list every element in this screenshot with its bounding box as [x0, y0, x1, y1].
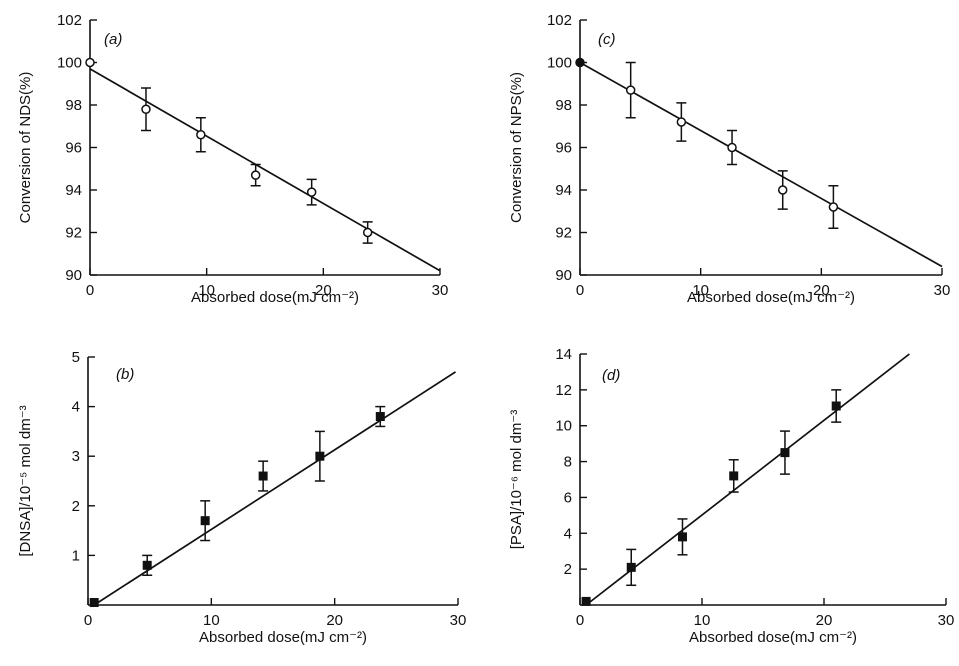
x-tick-label: 30: [432, 282, 449, 299]
data-point: [362, 227, 373, 238]
panel-a: 0 10 20 30 90 92 94 96 98 100 102 Absorbed dose(mJ …: [17, 12, 448, 306]
y-tick-label: 90: [555, 267, 572, 284]
x-tick-label: 20: [816, 612, 833, 629]
y-tick-label: 5: [72, 349, 80, 366]
x-tick-label: 10: [198, 282, 215, 299]
y-tick-label: 94: [65, 182, 82, 199]
x-tick-label: 10: [694, 612, 711, 629]
x-axis-title: Absorbed dose(mJ cm⁻²): [199, 629, 367, 646]
y-tick-label: 92: [555, 225, 572, 242]
fit-line: [585, 353, 910, 606]
fit-line: [579, 61, 943, 268]
data-point: [89, 598, 99, 608]
data-point: [676, 117, 687, 127]
y-tick-label: 3: [72, 448, 80, 465]
data-point: [196, 130, 206, 140]
data-point: [258, 471, 268, 481]
data-point: [306, 187, 317, 197]
data-point: [780, 448, 790, 458]
data-point: [141, 104, 151, 114]
y-tick-label: 2: [72, 498, 80, 515]
x-tick-label: 20: [813, 282, 830, 299]
x-tick-label: 30: [934, 282, 951, 299]
data-point: [625, 85, 636, 95]
data-point: [375, 412, 385, 422]
y-tick-label: 6: [564, 489, 572, 506]
panel-label: (b): [116, 366, 134, 383]
panel-label: (d): [602, 367, 620, 384]
x-tick-label: 10: [203, 612, 220, 629]
data-point: [315, 451, 325, 461]
y-tick-label: 98: [65, 97, 82, 114]
x-tick-label: 10: [692, 282, 709, 299]
y-tick-label: 100: [547, 55, 572, 72]
y-tick-label: 90: [65, 267, 82, 284]
x-tick-label: 0: [576, 282, 584, 299]
fit-line: [89, 68, 441, 272]
y-tick-label: 102: [547, 12, 572, 29]
data-point: [581, 596, 591, 606]
y-tick-label: 92: [65, 225, 82, 242]
y-tick-label: 2: [564, 561, 572, 578]
x-axis-title: Absorbed dose(mJ cm⁻²): [687, 289, 855, 306]
y-axis-title: [PSA]/10⁻⁶ mol dm⁻³: [508, 410, 525, 550]
x-tick-label: 0: [576, 612, 584, 629]
data-point: [729, 471, 739, 481]
data-point: [831, 401, 841, 411]
panel-c: 0 10 20 30 90 92 94 96 98 100 102 Absorbed dose(mJ …: [508, 12, 950, 306]
x-tick-label: 30: [450, 612, 467, 629]
data-point: [575, 57, 585, 68]
y-tick-label: 8: [564, 454, 572, 471]
data-point: [626, 562, 636, 572]
x-tick-label: 20: [326, 612, 343, 629]
data-point: [677, 532, 687, 542]
y-axis-title: Conversion of NDS(%): [17, 72, 34, 224]
data-point: [727, 142, 737, 153]
y-tick-label: 100: [57, 55, 82, 72]
data-point: [142, 560, 152, 570]
y-tick-label: 10: [555, 418, 572, 435]
x-tick-label: 0: [86, 282, 94, 299]
y-tick-label: 96: [555, 140, 572, 157]
panel-label: (c): [598, 31, 616, 48]
y-tick-label: 4: [564, 525, 572, 542]
y-tick-label: 98: [555, 97, 572, 114]
data-point: [250, 170, 261, 180]
data-point: [85, 57, 95, 68]
data-point: [777, 185, 788, 195]
x-axis-title: Absorbed dose(mJ cm⁻²): [191, 289, 359, 306]
y-tick-label: 96: [65, 140, 82, 157]
x-tick-label: 0: [84, 612, 92, 629]
y-axis-title: [DNSA]/10⁻⁵ mol dm⁻³: [17, 405, 34, 556]
x-tick-label: 30: [938, 612, 955, 629]
panel-d: 0 10 20 30 2 4 6 8 10 12 14 Absorbed dose(mJ cm⁻²) […: [508, 346, 954, 646]
y-axis-title: Conversion of NPS(%): [508, 72, 525, 223]
x-tick-label: 20: [315, 282, 332, 299]
y-tick-label: 1: [72, 547, 80, 564]
y-tick-label: 102: [57, 12, 82, 29]
panel-label: (a): [104, 31, 122, 48]
data-point: [200, 516, 210, 526]
data-point: [828, 202, 839, 212]
y-tick-label: 14: [555, 346, 572, 363]
y-tick-label: 4: [72, 399, 80, 416]
x-axis-title: Absorbed dose(mJ cm⁻²): [689, 629, 857, 646]
y-tick-label: 94: [555, 182, 572, 199]
panel-b: 0 10 20 30 1 2 3 4 5 Absorbed dose(mJ cm⁻²) [DNSA]…: [17, 349, 466, 646]
y-tick-label: 12: [555, 382, 572, 399]
fit-line: [93, 371, 456, 606]
